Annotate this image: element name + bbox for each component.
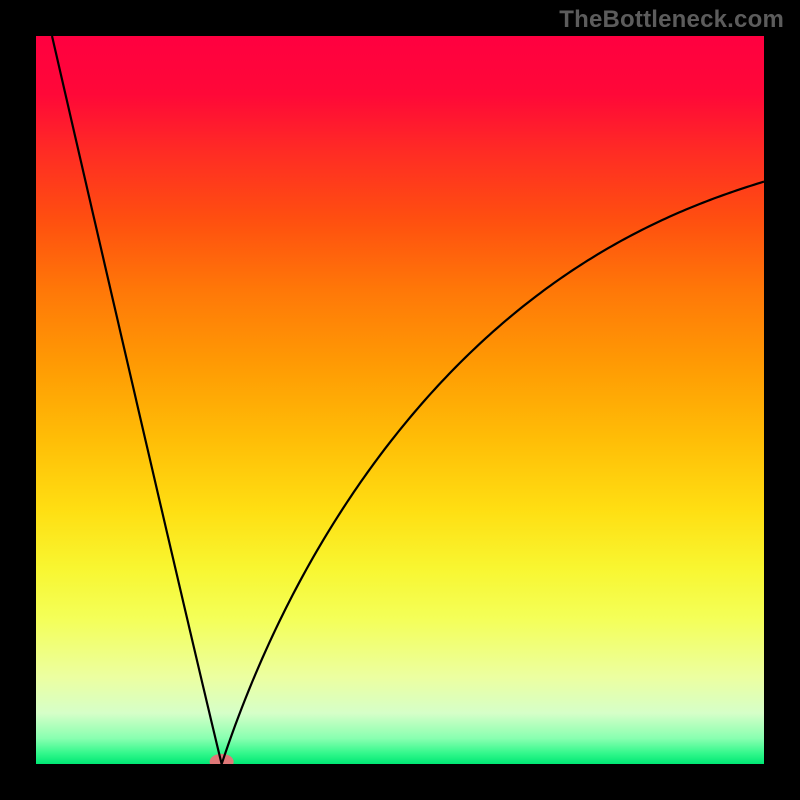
chart-container: TheBottleneck.com: [0, 0, 800, 800]
bottleneck-chart: [0, 0, 800, 800]
chart-background: [36, 36, 764, 764]
watermark-label: TheBottleneck.com: [559, 6, 784, 34]
